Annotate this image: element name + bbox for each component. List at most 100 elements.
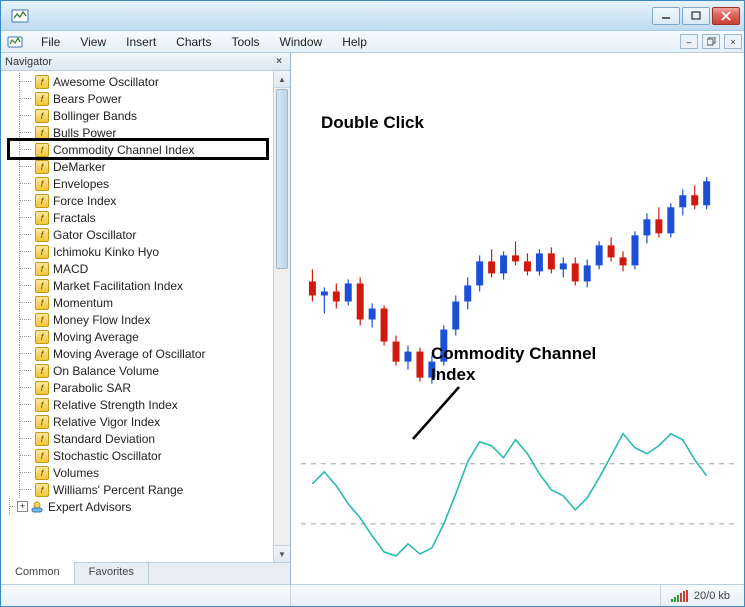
indicator-label: DeMarker — [53, 160, 106, 174]
indicator-label: Momentum — [53, 296, 113, 310]
mdi-close-button[interactable]: × — [724, 34, 742, 49]
indicator-item[interactable]: f Momentum — [1, 294, 273, 311]
indicator-label: Force Index — [53, 194, 116, 208]
annotation-double-click: Double Click — [321, 113, 424, 133]
indicator-label: Market Facilitation Index — [53, 279, 183, 293]
indicator-item[interactable]: fDeMarker — [1, 158, 273, 175]
indicator-icon: f — [35, 432, 49, 446]
expert-advisors-item[interactable]: + Expert Advisors — [1, 498, 273, 515]
indicator-item[interactable]: f Relative Strength Index — [1, 396, 273, 413]
indicator-item[interactable]: f Moving Average — [1, 328, 273, 345]
indicator-item[interactable]: fEnvelopes — [1, 175, 273, 192]
indicator-item[interactable]: fIchimoku Kinko Hyo — [1, 243, 273, 260]
indicator-item[interactable]: f Bears Power — [1, 90, 273, 107]
indicator-icon: f — [35, 194, 49, 208]
indicator-icon: f — [35, 143, 49, 157]
mdi-minimize-button[interactable]: – — [680, 34, 698, 49]
menu-view[interactable]: View — [70, 33, 116, 51]
close-button[interactable] — [712, 7, 740, 25]
indicator-label: MACD — [53, 262, 88, 276]
maximize-button[interactable] — [682, 7, 710, 25]
indicator-icon: f — [35, 466, 49, 480]
minimize-button[interactable] — [652, 7, 680, 25]
chart-area[interactable]: Double Click Commodity Channel Index — [291, 53, 744, 584]
indicator-item[interactable]: fRelative Vigor Index — [1, 413, 273, 430]
indicator-icon: f — [35, 92, 49, 106]
indicator-icon: f — [35, 364, 49, 378]
indicator-label: Awesome Oscillator — [53, 75, 159, 89]
indicator-label: Parabolic SAR — [53, 381, 131, 395]
indicator-item[interactable]: f On Balance Volume — [1, 362, 273, 379]
indicator-item[interactable]: fFractals — [1, 209, 273, 226]
app-icon — [11, 7, 29, 25]
indicator-label: Bears Power — [53, 92, 122, 106]
indicator-item[interactable]: fParabolic SAR — [1, 379, 273, 396]
indicator-item[interactable]: f Commodity Channel Index — [1, 141, 273, 158]
statusbar: 20/0 kb — [1, 584, 744, 606]
indicator-icon: f — [35, 398, 49, 412]
menu-insert[interactable]: Insert — [116, 33, 166, 51]
navigator-tree: f Awesome Oscillator f Bears PowerfBollinge… — [1, 71, 290, 562]
tab-common[interactable]: Common — [1, 562, 75, 584]
menu-charts[interactable]: Charts — [166, 33, 221, 51]
menu-tools[interactable]: Tools — [222, 33, 270, 51]
scroll-thumb[interactable] — [276, 89, 288, 269]
indicator-icon: f — [35, 245, 49, 259]
expert-label: Expert Advisors — [48, 500, 131, 514]
indicator-label: Standard Deviation — [53, 432, 155, 446]
indicator-icon: f — [35, 296, 49, 310]
app-icon-small — [7, 34, 23, 50]
indicator-icon: f — [35, 177, 49, 191]
scroll-down-icon[interactable]: ▼ — [274, 545, 290, 562]
indicator-item[interactable]: fStochastic Oscillator — [1, 447, 273, 464]
app-window: File View Insert Charts Tools Window Hel… — [0, 0, 745, 607]
menu-window[interactable]: Window — [270, 33, 333, 51]
menu-help[interactable]: Help — [332, 33, 377, 51]
indicator-item[interactable]: f Williams' Percent Range — [1, 481, 273, 498]
indicator-label: Relative Strength Index — [53, 398, 178, 412]
main-area: Navigator × f Awesome Oscillator f Bears Po… — [1, 53, 744, 584]
navigator-tabs: Common Favorites — [1, 562, 290, 584]
indicator-item[interactable]: fVolumes — [1, 464, 273, 481]
navigator-close-icon[interactable]: × — [272, 55, 286, 69]
indicator-icon: f — [35, 415, 49, 429]
navigator-header: Navigator × — [1, 53, 290, 71]
indicator-label: Stochastic Oscillator — [53, 449, 162, 463]
indicator-icon: f — [35, 483, 49, 497]
indicator-item[interactable]: fBollinger Bands — [1, 107, 273, 124]
indicator-label: On Balance Volume — [53, 364, 159, 378]
navigator-scrollbar[interactable]: ▲ ▼ — [273, 71, 290, 562]
menu-file[interactable]: File — [31, 33, 70, 51]
indicator-icon: f — [35, 313, 49, 327]
indicator-label: Commodity Channel Index — [53, 143, 194, 157]
indicator-item[interactable]: f Market Facilitation Index — [1, 277, 273, 294]
expand-icon[interactable]: + — [17, 501, 28, 512]
indicator-label: Fractals — [53, 211, 96, 225]
navigator-panel: Navigator × f Awesome Oscillator f Bears Po… — [1, 53, 291, 584]
annotation-pointer-line — [409, 383, 469, 443]
indicator-item[interactable]: fBulls Power — [1, 124, 273, 141]
indicator-icon: f — [35, 126, 49, 140]
indicator-item[interactable]: f Awesome Oscillator — [1, 73, 273, 90]
indicator-label: Williams' Percent Range — [53, 483, 183, 497]
scroll-up-icon[interactable]: ▲ — [274, 71, 290, 88]
indicator-item[interactable]: fMoving Average of Oscillator — [1, 345, 273, 362]
tab-favorites[interactable]: Favorites — [75, 563, 149, 584]
indicator-icon: f — [35, 75, 49, 89]
indicator-label: Gator Oscillator — [53, 228, 136, 242]
indicator-item[interactable]: fMACD — [1, 260, 273, 277]
mdi-restore-button[interactable] — [702, 34, 720, 49]
indicator-icon: f — [35, 279, 49, 293]
indicator-label: Moving Average of Oscillator — [53, 347, 206, 361]
indicator-icon: f — [35, 330, 49, 344]
indicator-label: Moving Average — [53, 330, 139, 344]
annotation-cci: Commodity Channel Index — [431, 343, 596, 386]
menubar: File View Insert Charts Tools Window Hel… — [1, 31, 744, 53]
indicator-item[interactable]: f Force Index — [1, 192, 273, 209]
indicator-item[interactable]: f Standard Deviation — [1, 430, 273, 447]
indicator-label: Money Flow Index — [53, 313, 150, 327]
status-connection-text: 20/0 kb — [694, 590, 730, 602]
indicator-item[interactable]: f Money Flow Index — [1, 311, 273, 328]
titlebar — [1, 1, 744, 31]
indicator-item[interactable]: fGator Oscillator — [1, 226, 273, 243]
